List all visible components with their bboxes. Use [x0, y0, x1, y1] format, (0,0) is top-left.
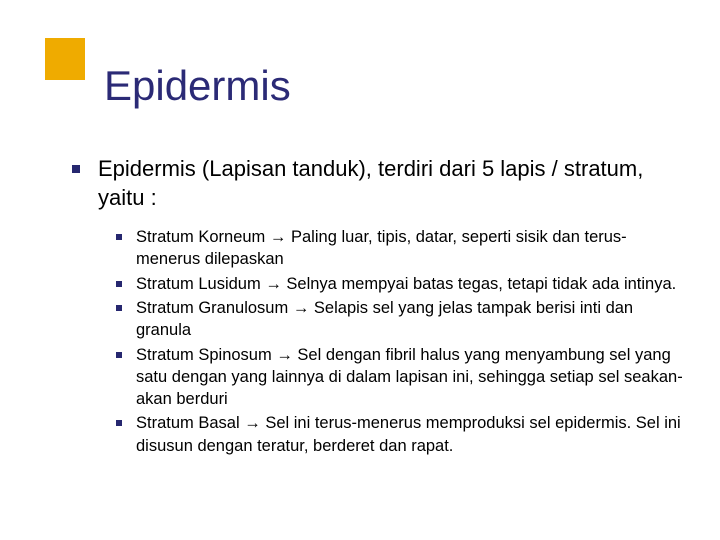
intro-item: Epidermis (Lapisan tanduk), terdiri dari… — [72, 155, 684, 212]
sublist: Stratum Korneum → Paling luar, tipis, da… — [116, 226, 684, 457]
content-area: Epidermis (Lapisan tanduk), terdiri dari… — [72, 155, 684, 459]
list-item-text: Stratum Lusidum → Selnya mempyai batas t… — [136, 273, 676, 295]
list-item: Stratum Spinosum → Sel dengan fibril hal… — [116, 344, 684, 411]
bullet-icon — [116, 352, 122, 358]
bullet-icon — [116, 281, 122, 287]
bullet-icon — [72, 165, 80, 173]
list-item: Stratum Korneum → Paling luar, tipis, da… — [116, 226, 684, 271]
list-item-text: Stratum Basal → Sel ini terus-menerus me… — [136, 412, 684, 457]
list-item: Stratum Granulosum → Selapis sel yang je… — [116, 297, 684, 342]
list-item-text: Stratum Granulosum → Selapis sel yang je… — [136, 297, 684, 342]
list-item: Stratum Basal → Sel ini terus-menerus me… — [116, 412, 684, 457]
bullet-icon — [116, 420, 122, 426]
accent-square-front — [45, 38, 85, 80]
list-item-text: Stratum Korneum → Paling luar, tipis, da… — [136, 226, 684, 271]
bullet-icon — [116, 234, 122, 240]
list-item: Stratum Lusidum → Selnya mempyai batas t… — [116, 273, 684, 295]
slide-title: Epidermis — [104, 62, 291, 110]
bullet-icon — [116, 305, 122, 311]
intro-text: Epidermis (Lapisan tanduk), terdiri dari… — [98, 155, 684, 212]
list-item-text: Stratum Spinosum → Sel dengan fibril hal… — [136, 344, 684, 411]
